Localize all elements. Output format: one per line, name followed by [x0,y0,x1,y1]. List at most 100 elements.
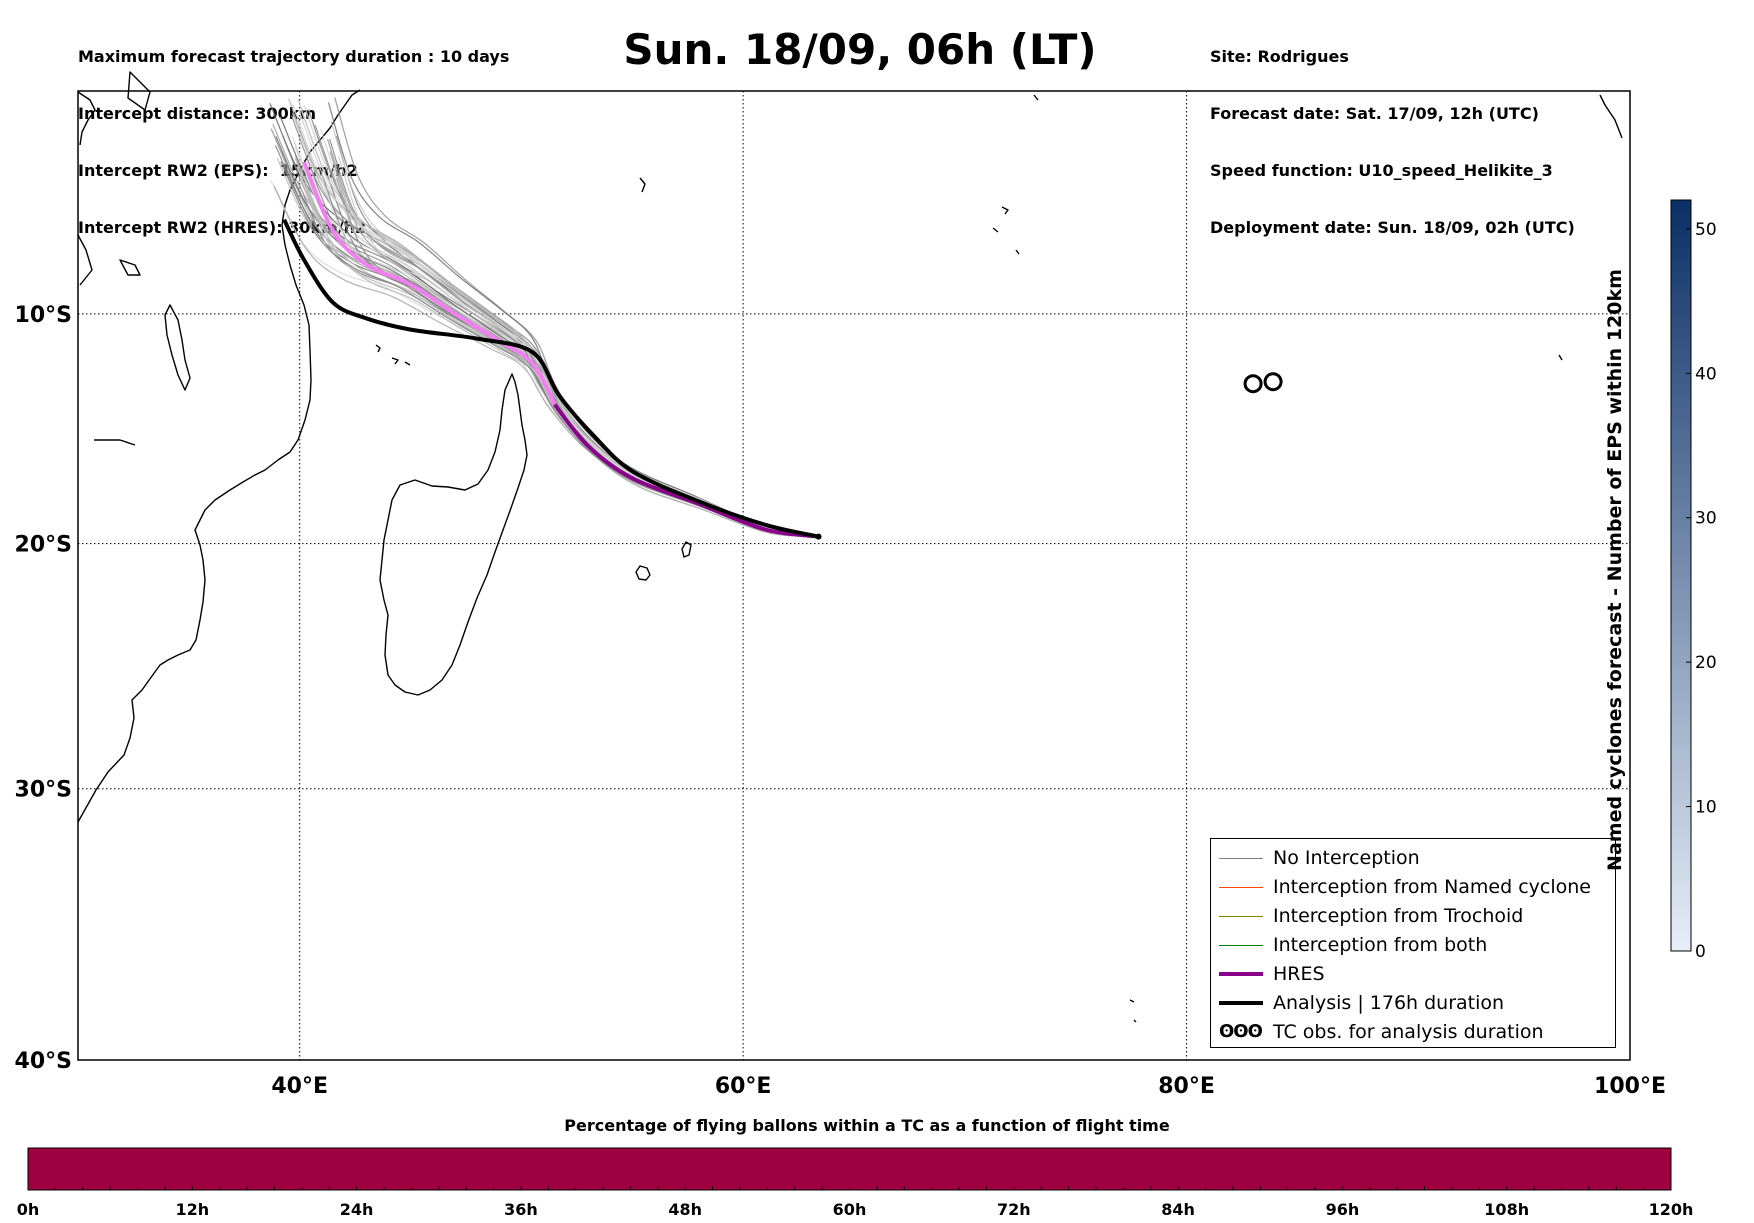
ensemble-trajectory [297,99,819,538]
coastline-lake [119,259,141,276]
vertical-colorbar: 0 10 20 30 40 50 [1670,199,1717,962]
ensemble-trajectory [291,115,819,538]
analysis-trajectory [282,218,819,539]
coastline-africa-horn [77,91,96,286]
coastline-africa [77,89,361,823]
header-left-line: Intercept distance: 300km [78,104,317,123]
horizontal-colorbar-bar [27,1147,1672,1191]
coastline-madagascar [379,373,528,696]
coastline-lake [127,71,151,111]
figure-title: Sun. 18/09, 06h (LT) [623,25,1097,74]
legend-line [1219,886,1263,888]
legend-item-hres: HRES [1211,959,1615,988]
vertical-colorbar-label: Named cyclones forecast - Number of EPS … [1604,269,1626,871]
lat-tick-label: 30°S [15,778,72,803]
legend-label: Interception from Named cyclone [1273,876,1591,898]
horizontal-colorbar-tick-label: 60h [833,1200,867,1219]
tc-observations [1243,372,1283,394]
coastline-mauritius [681,541,692,558]
ensemble-trajectory [338,156,819,538]
header-left-info: Maximum forecast trajectory duration : 1… [78,9,509,275]
legend: No Interception Interception from Named … [1210,838,1616,1048]
vertical-colorbar-tick-label: 50 [1695,220,1717,240]
coastlines [77,71,1623,1023]
vertical-colorbar-tick-label: 10 [1695,798,1717,818]
ensemble-trajectory [276,157,819,538]
legend-item-analysis: Analysis | 176h duration [1211,988,1615,1017]
header-left-line: Maximum forecast trajectory duration : 1… [78,47,510,66]
legend-item-both: Interception from both [1211,930,1615,959]
header-right-line: Deployment date: Sun. 18/09, 02h (UTC) [1210,218,1575,237]
ensemble-trajectory [294,157,819,538]
vertical-colorbar-tick-label: 20 [1695,653,1717,673]
horizontal-colorbar-tick-label: 120h [1649,1200,1694,1219]
legend-label: Analysis | 176h duration [1273,992,1505,1014]
ensemble-trajectory [291,112,819,538]
main-trajectories [282,161,822,540]
vertical-colorbar-tick-label: 30 [1695,509,1717,529]
ensemble-trajectory [294,146,819,538]
header-right-line: Site: Rodrigues [1210,47,1349,66]
legend-label: TC obs. for analysis duration [1273,1021,1544,1043]
horizontal-colorbar-tick-label: 108h [1484,1200,1529,1219]
coastline-small-islands [639,94,1623,1023]
ensemble-trajectory [331,169,819,538]
header-right-info: Site: Rodrigues Forecast date: Sat. 17/0… [1210,9,1575,275]
legend-line [1219,944,1263,946]
ensemble-trajectory [294,155,819,538]
legend-line [1219,971,1263,976]
ensemble-trajectory [269,103,819,538]
legend-item-tc-obs: ʘʘʘ TC obs. for analysis duration [1211,1017,1615,1046]
coastline-lake [164,304,191,391]
ensemble-trajectory [283,163,819,538]
lon-tick-label: 80°E [1158,1074,1215,1099]
ensemble-trajectory [326,174,819,538]
tc-obs-icon: ʘʘʘ [1219,1021,1263,1042]
legend-label: Interception from Trochoid [1273,905,1524,927]
header-right-line: Forecast date: Sat. 17/09, 12h (UTC) [1210,104,1539,123]
ensemble-trajectory [272,123,819,538]
horizontal-colorbar-tick-label: 84h [1161,1200,1195,1219]
horizontal-colorbar-tick-label: 24h [340,1200,374,1219]
vertical-colorbar-tick-label: 40 [1695,364,1717,384]
lon-tick-label: 40°E [271,1074,328,1099]
ensemble-trajectories [269,97,819,538]
ensemble-trajectory [335,135,819,538]
legend-label: No Interception [1273,847,1420,869]
horizontal-colorbar-tick-label: 48h [668,1200,702,1219]
ensemble-trajectory [297,167,819,538]
ensemble-trajectory [334,97,819,538]
legend-item-named-cyclone: Interception from Named cyclone [1211,872,1615,901]
ensemble-trajectory [314,124,819,538]
ensemble-trajectory [329,138,819,538]
horizontal-colorbar-tick-label: 0h [17,1200,40,1219]
ensemble-trajectory [297,125,819,538]
lat-tick-label: 40°S [15,1049,72,1074]
horizontal-colorbar-tick-label: 12h [175,1200,209,1219]
horizontal-colorbar-tick-label: 96h [1326,1200,1360,1219]
ensemble-trajectory [329,151,819,538]
ensemble-trajectory [279,116,819,538]
ensemble-trajectory [320,128,819,538]
legend-line [1219,857,1263,859]
deployment-site-marker [815,533,822,540]
vertical-colorbar-bar [1670,199,1692,952]
plot-frame [77,90,1631,1061]
horizontal-colorbar-title: Percentage of flying ballons within a TC… [564,1116,1170,1135]
lat-tick-label: 20°S [15,533,72,558]
legend-line [1219,1000,1263,1005]
legend-line [1219,915,1263,917]
lon-tick-label: 100°E [1594,1074,1666,1099]
horizontal-colorbar-tick-label: 72h [997,1200,1031,1219]
hres-trajectory-late [302,161,557,406]
hres-trajectory [553,403,819,539]
ensemble-trajectory [282,135,819,538]
ensemble-trajectory [291,136,819,538]
horizontal-colorbar: 0h 12h 24h 36h 48h 60h 72h 84h 96h 108h 120h [17,1147,1694,1219]
coastline-lake [94,439,136,446]
coastline-comoros [375,344,411,366]
ensemble-trajectory [322,175,819,538]
vertical-colorbar-tick-label: 0 [1695,942,1706,962]
